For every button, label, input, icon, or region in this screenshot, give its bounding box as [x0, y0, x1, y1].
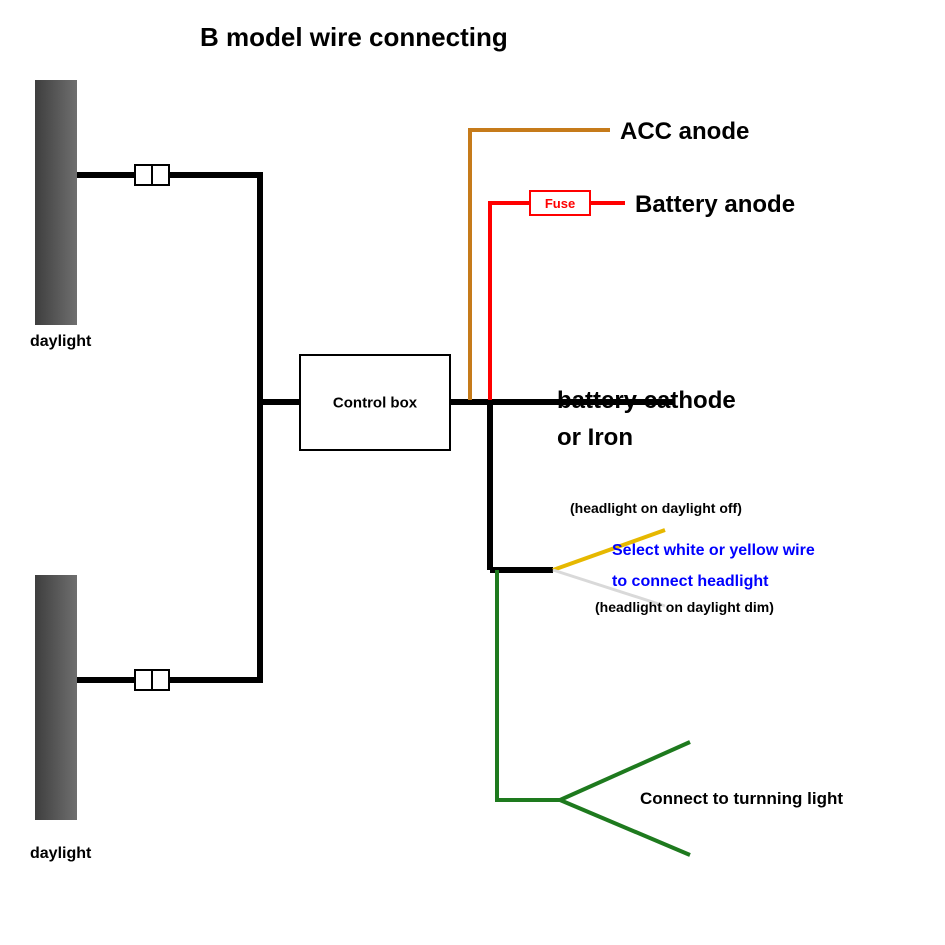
note-select-wire-1: Select white or yellow wire [612, 542, 815, 559]
label-acc-anode: ACC anode [620, 118, 749, 145]
wiring-diagram: B model wire connecting daylight dayligh… [0, 0, 945, 945]
daylight-bottom [35, 575, 77, 820]
daylight-bottom-label: daylight [30, 845, 92, 862]
connector-top [135, 165, 169, 185]
note-headlight-dim: (headlight on daylight dim) [595, 599, 774, 615]
wire-battery-seg1 [490, 203, 530, 400]
diagram-title: B model wire connecting [200, 22, 508, 52]
control-box-label: Control box [333, 395, 418, 412]
daylight-top-label: daylight [30, 333, 92, 350]
note-headlight-off: (headlight on daylight off) [570, 500, 742, 516]
connector-bottom [135, 670, 169, 690]
daylight-top [35, 80, 77, 325]
note-select-wire-2: to connect headlight [612, 573, 769, 590]
wire-green-main [497, 570, 560, 800]
label-turning-light: Connect to turnning light [640, 789, 843, 808]
label-battery-cathode-2: or Iron [557, 424, 633, 451]
fuse-label: Fuse [545, 196, 575, 211]
label-battery-cathode-1: battery cathode [557, 387, 736, 414]
wire-green-fork-down [560, 800, 690, 855]
label-battery-anode: Battery anode [635, 191, 795, 218]
